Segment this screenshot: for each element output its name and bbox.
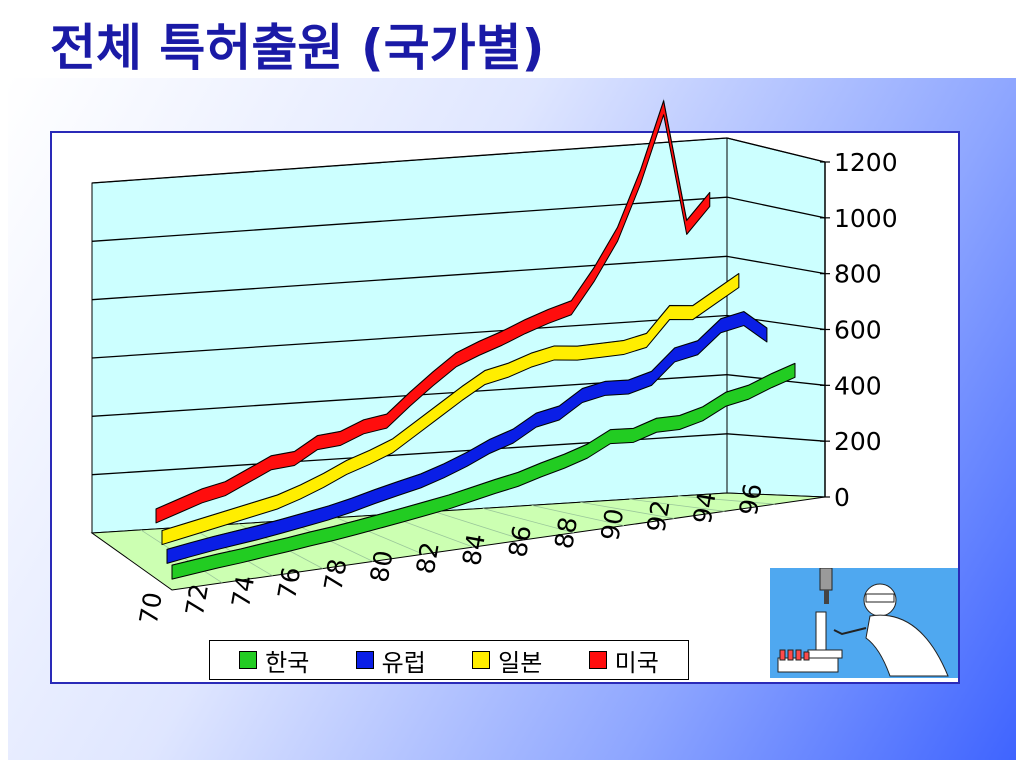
gridline [91,314,728,359]
y-tick-label: 1000 [834,204,898,233]
series-lines [155,98,796,580]
gridline [91,137,728,184]
x-tick-label: 84 [457,531,491,567]
slide-title: 전체 특허출원 (국가별) [50,19,545,77]
series-1-ribbon [171,362,796,580]
y-tick-label: 800 [834,260,882,289]
series-line [171,362,796,580]
gridline [91,196,728,242]
x-tick-label: 70 [134,590,168,626]
x-tick-label: 80 [365,548,399,584]
x-tick-label: 96 [734,481,768,517]
gridline [726,255,826,275]
legend-item: 유럽 [355,643,426,678]
legend-item: 일본 [472,643,542,678]
scientist-microscope-icon [770,568,958,678]
x-tick-label: 94 [688,490,722,526]
series-line-edge [155,98,711,510]
floor-gridline [678,495,775,505]
floor-gridline [482,507,574,534]
legend-label: 일본 [498,648,543,677]
floor-gridline [433,511,524,541]
legend-item: 한국 [239,643,309,678]
gridline [91,255,728,301]
series-line [155,100,711,524]
legend-swatch [239,651,258,669]
x-tick-label: 92 [641,498,675,534]
x-tick-label: 90 [595,506,629,542]
chart-legend: 한국 유럽 일본 미국 [209,640,689,680]
x-tick-labels: 70 72 74 76 78 80 82 84 86 88 90 92 94 96 [134,481,768,626]
x-tick-label: 86 [503,523,537,559]
x-tick-label: 78 [318,557,352,593]
y-tick-label: 400 [834,371,882,400]
legend-label: 유럽 [381,648,426,677]
series-line-edge [166,310,768,550]
gridline [726,433,826,442]
value-axis [820,161,830,498]
floor-gridline [580,501,675,519]
x-tick-label: 72 [180,582,214,618]
series-line [161,272,740,546]
y-tick-label: 0 [834,483,850,512]
legend-label: 한국 [265,648,310,677]
legend-swatch [472,651,491,669]
series-2-ribbon [166,310,768,564]
series-3-ribbon [161,272,740,546]
x-tick-label: 82 [411,540,445,576]
legend-swatch [355,651,374,669]
y-tick-label: 600 [834,316,882,345]
y-tick-label: 1200 [834,148,898,177]
legend-label: 미국 [614,648,659,677]
series-line-edge [161,272,740,532]
floor-gridline [629,498,725,512]
y-tick-labels: 0 200 400 600 800 1000 1200 [834,148,898,512]
gridline [726,137,826,163]
gridline [726,196,826,219]
x-tick-label: 76 [272,565,306,601]
legend-swatch [588,651,607,669]
series-line-edge [171,362,796,566]
y-tick-label: 200 [834,427,882,456]
series-4-ribbon [155,98,711,524]
floor-gridline [531,504,625,527]
legend-item: 미국 [588,643,659,678]
x-tick-label: 74 [226,573,260,609]
x-tick-label: 88 [549,515,583,551]
series-line [166,311,768,564]
